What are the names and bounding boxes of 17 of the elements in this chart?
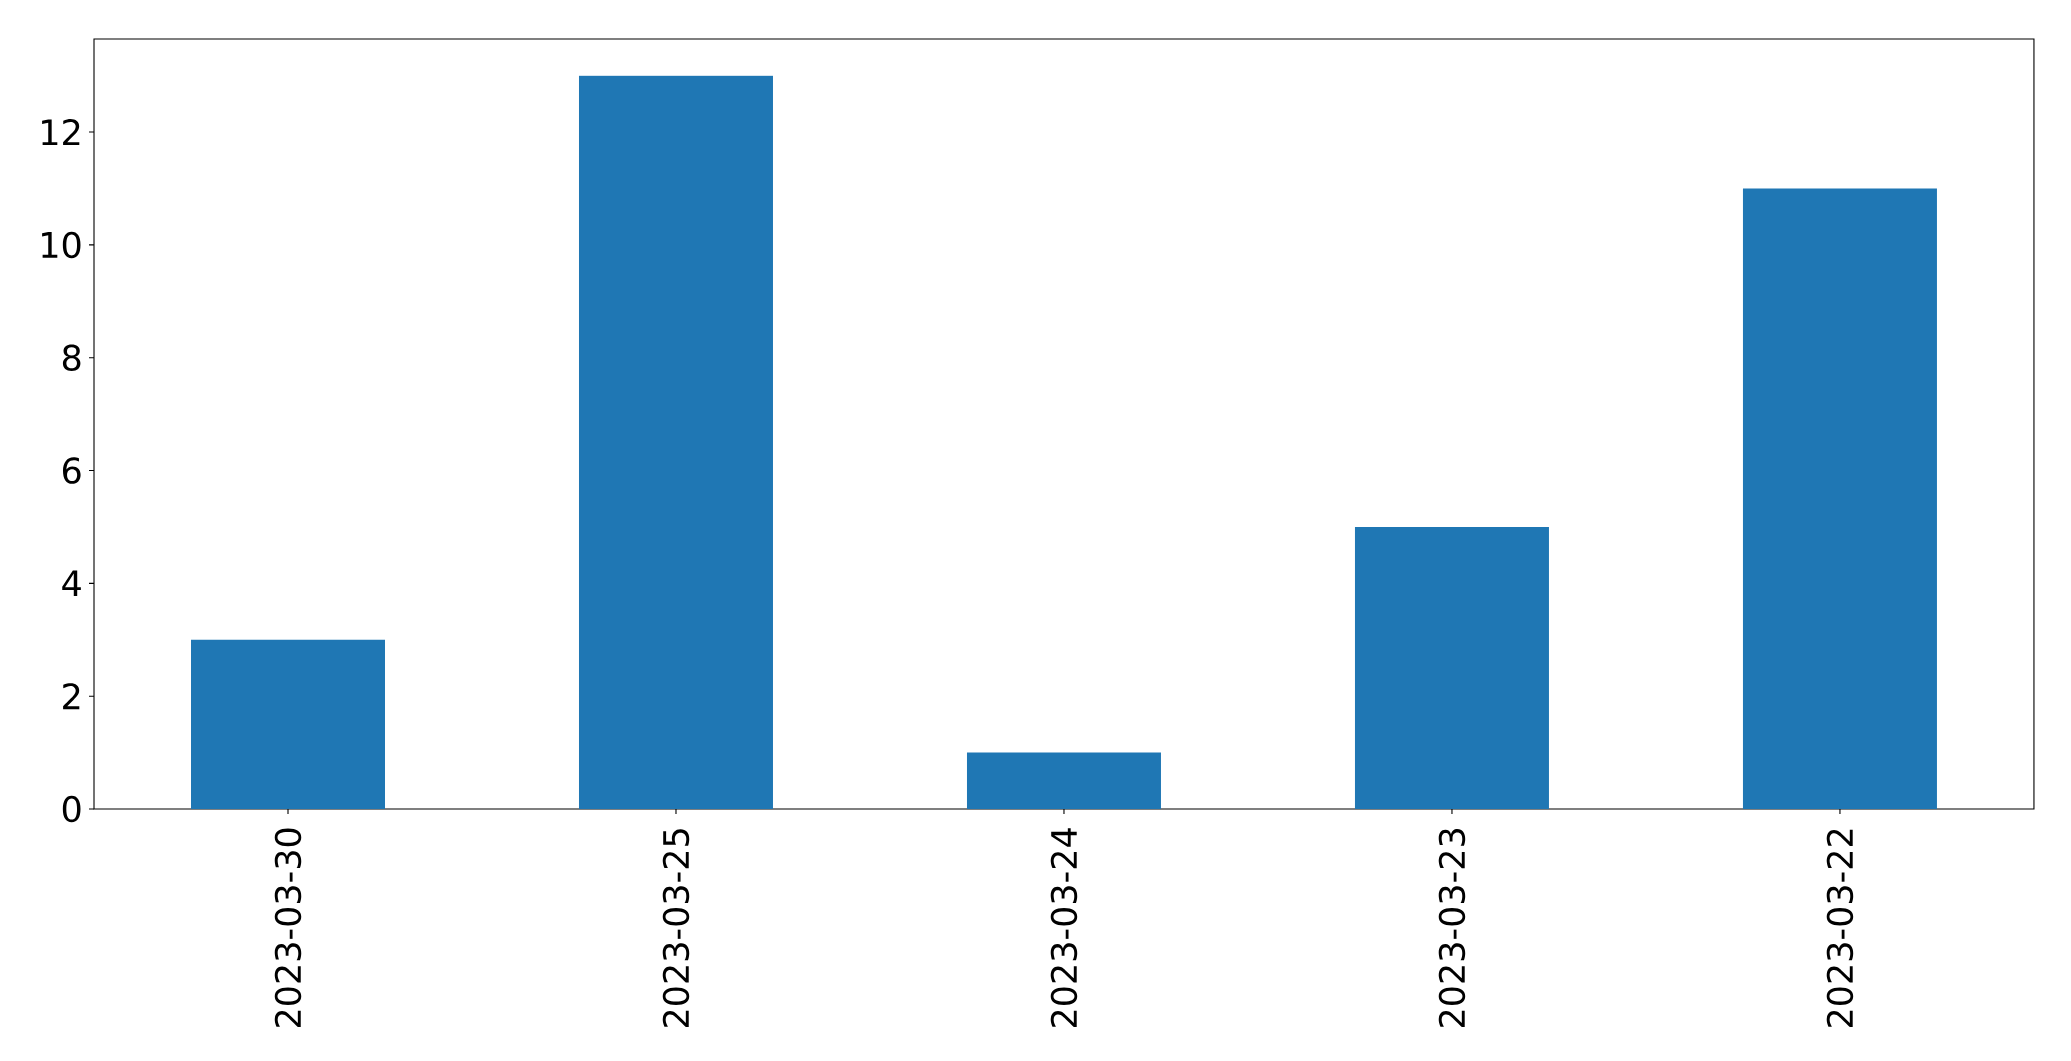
y-tick-label: 4: [62, 570, 81, 597]
bar: [1742, 188, 1937, 809]
x-tick-label: 2023-03-23: [1438, 829, 1466, 1028]
bar: [578, 75, 773, 809]
x-tick-label: 2023-03-25: [662, 829, 690, 1028]
x-tick-label: 2023-03-22: [1826, 829, 1854, 1028]
y-tick-label: 8: [62, 344, 81, 371]
y-tick-label: 6: [62, 457, 81, 484]
x-tick-label: 2023-03-30: [274, 828, 302, 1028]
x-tick-label: 2023-03-24: [1050, 828, 1078, 1028]
bar: [966, 752, 1161, 809]
bar: [1354, 526, 1549, 809]
y-tick-label: 10: [42, 231, 81, 259]
y-tick-label: 12: [42, 119, 80, 146]
y-tick-label: 2: [63, 683, 80, 710]
bar: [191, 639, 385, 809]
y-tick-label: 0: [62, 795, 81, 823]
